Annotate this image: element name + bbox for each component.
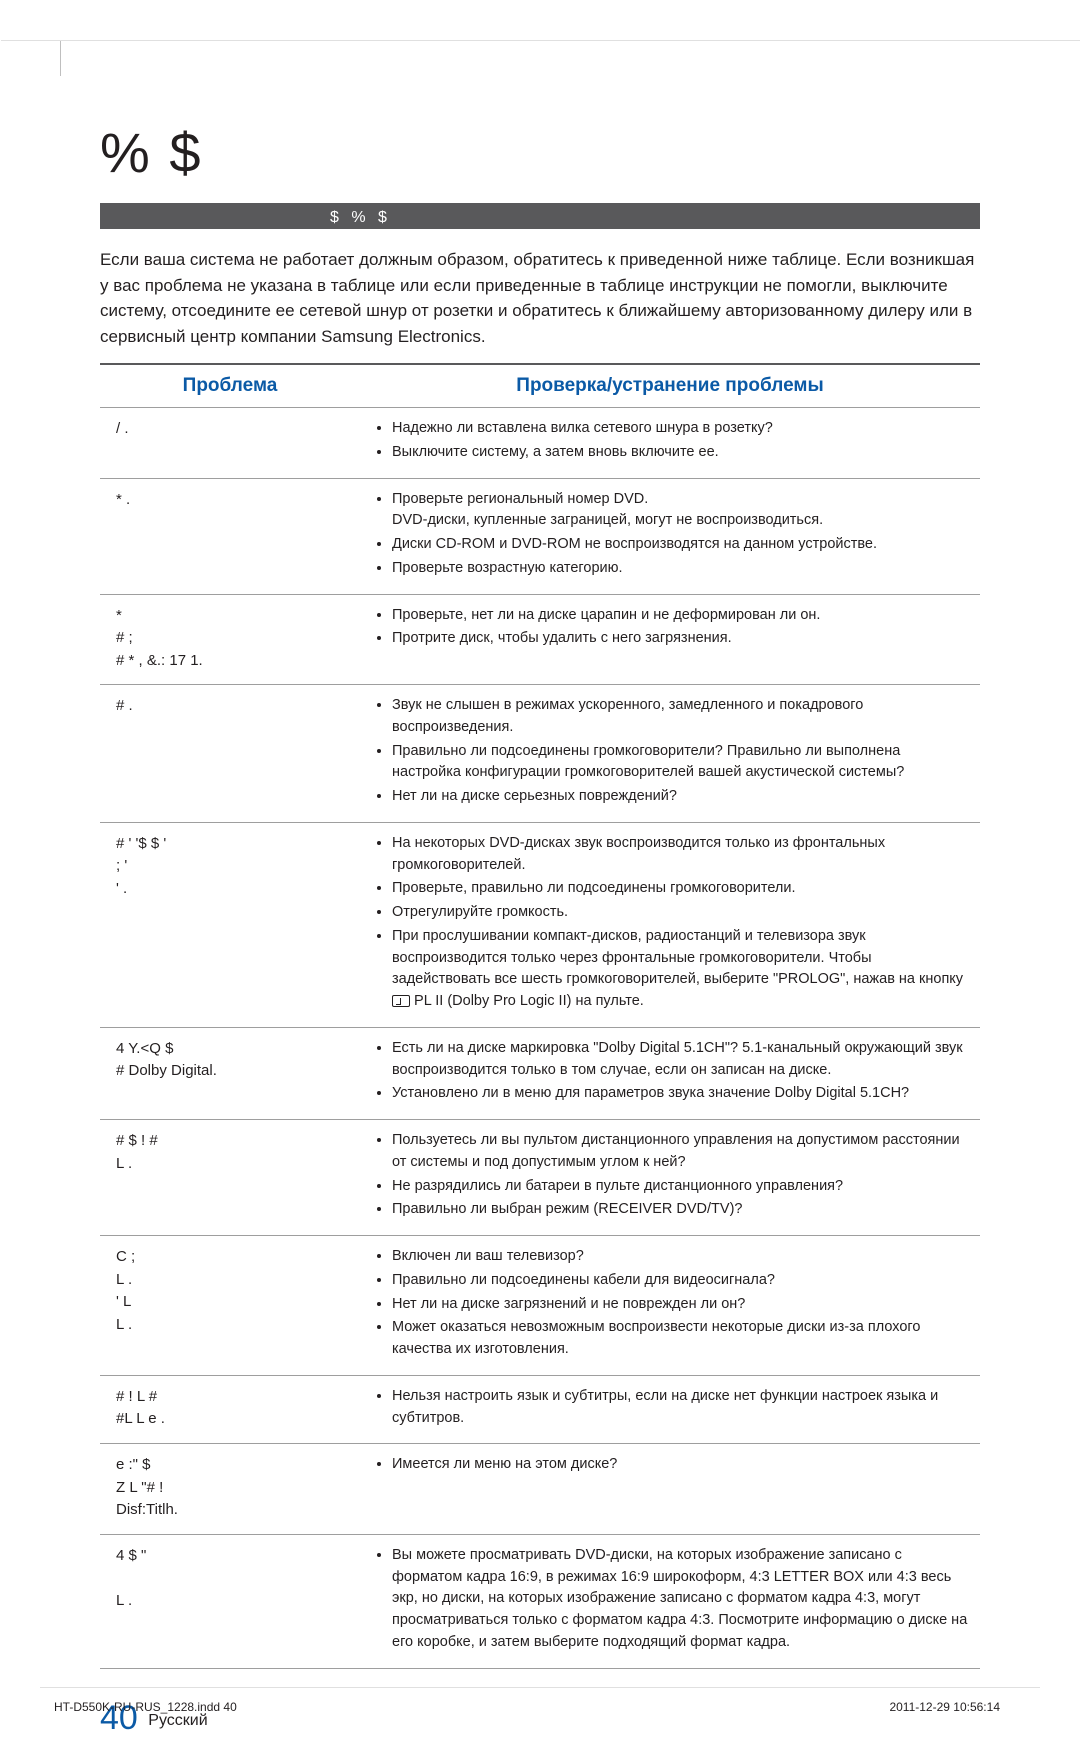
problem-cell: e :" $ Z L "# ! Disf:Titlh. bbox=[100, 1444, 360, 1535]
fix-list: Проверьте региональный номер DVD.DVD-дис… bbox=[376, 489, 968, 580]
problem-cell: # $ ! # L . bbox=[100, 1120, 360, 1236]
troubleshoot-table: Проблема Проверка/устранение проблемы / … bbox=[100, 363, 980, 1669]
fix-list: Проверьте, нет ли на диске царапин и не … bbox=[376, 605, 968, 651]
page-title: % $ bbox=[100, 120, 980, 185]
top-rule bbox=[60, 40, 1080, 76]
fix-cell: Вы можете просматривать DVD-диски, на ко… bbox=[360, 1534, 980, 1668]
fix-item: Вы можете просматривать DVD-диски, на ко… bbox=[392, 1545, 968, 1654]
fix-cell: Надежно ли вставлена вилка сетевого шнур… bbox=[360, 408, 980, 479]
footer-right: 2011-12-29 10:56:14 bbox=[889, 1700, 1000, 1714]
fix-item: При прослушивании компакт-дисков, радиос… bbox=[392, 926, 968, 1013]
fix-item: Пользуетесь ли вы пультом дистанционного… bbox=[392, 1130, 968, 1174]
problem-cell: # . bbox=[100, 685, 360, 823]
fix-item: Диски CD-ROM и DVD-ROM не воспроизводятс… bbox=[392, 534, 968, 556]
fix-item: Правильно ли выбран режим (RECEIVER DVD/… bbox=[392, 1199, 968, 1221]
problem-cell: 4 Y.<Q $ # Dolby Digital. bbox=[100, 1027, 360, 1119]
col-problem-header: Проблема bbox=[100, 364, 360, 408]
fix-item: Нет ли на диске загрязнений и не поврежд… bbox=[392, 1294, 968, 1316]
fix-item: Проверьте, нет ли на диске царапин и не … bbox=[392, 605, 968, 627]
problem-cell: C ; L . ' L L . bbox=[100, 1236, 360, 1376]
fix-item: Проверьте возрастную категорию. bbox=[392, 558, 968, 580]
fix-list: На некоторых DVD-дисках звук воспроизвод… bbox=[376, 833, 968, 1013]
page: % $ $ % $ Если ваша система не работает … bbox=[0, 0, 1080, 1758]
footer-rule bbox=[40, 1687, 1040, 1688]
problem-cell: 4 $ " L . bbox=[100, 1534, 360, 1668]
fix-cell: Звук не слышен в режимах ускоренного, за… bbox=[360, 685, 980, 823]
fix-item: Имеется ли меню на этом диске? bbox=[392, 1454, 968, 1476]
table-row: 4 $ " L . Вы можете просматривать DVD-дис… bbox=[100, 1534, 980, 1668]
fix-list: Есть ли на диске маркировка "Dolby Digit… bbox=[376, 1038, 968, 1105]
fix-cell: Проверьте региональный номер DVD.DVD-дис… bbox=[360, 478, 980, 594]
fix-list: Пользуетесь ли вы пультом дистанционного… bbox=[376, 1130, 968, 1221]
section-bar: $ % $ bbox=[100, 203, 980, 229]
fix-cell: Имеется ли меню на этом диске? bbox=[360, 1444, 980, 1535]
dolby-pl2-icon bbox=[392, 995, 410, 1007]
fix-cell: Включен ли ваш телевизор?Правильно ли по… bbox=[360, 1236, 980, 1376]
problem-cell: * # ; # * , &.: 17 1. bbox=[100, 594, 360, 685]
problem-cell: * . bbox=[100, 478, 360, 594]
content-area: % $ $ % $ Если ваша система не работает … bbox=[0, 76, 1080, 1738]
fix-list: Звук не слышен в режимах ускоренного, за… bbox=[376, 695, 968, 808]
fix-cell: Нельзя настроить язык и субтитры, если н… bbox=[360, 1375, 980, 1444]
table-row: * . Проверьте региональный номер DVD.DVD-… bbox=[100, 478, 980, 594]
fix-item: Правильно ли подсоединены громкоговорите… bbox=[392, 741, 968, 785]
fix-cell: На некоторых DVD-дисках звук воспроизвод… bbox=[360, 822, 980, 1027]
table-row: 4 Y.<Q $ # Dolby Digital. Есть ли на диск… bbox=[100, 1027, 980, 1119]
fix-item: Выключите систему, а затем вновь включит… bbox=[392, 442, 968, 464]
footer-left: HT-D550K-RU-RUS_1228.indd 40 bbox=[54, 1700, 237, 1714]
fix-item: На некоторых DVD-дисках звук воспроизвод… bbox=[392, 833, 968, 877]
fix-list: Надежно ли вставлена вилка сетевого шнур… bbox=[376, 418, 968, 464]
fix-item: Звук не слышен в режимах ускоренного, за… bbox=[392, 695, 968, 739]
fix-item: Проверьте региональный номер DVD.DVD-дис… bbox=[392, 489, 968, 533]
fix-item: Надежно ли вставлена вилка сетевого шнур… bbox=[392, 418, 968, 440]
fix-item: Нет ли на диске серьезных повреждений? bbox=[392, 786, 968, 808]
fix-list: Нельзя настроить язык и субтитры, если н… bbox=[376, 1386, 968, 1430]
fix-item: Может оказаться невозможным воспроизвест… bbox=[392, 1317, 968, 1361]
fix-item: Правильно ли подсоединены кабели для вид… bbox=[392, 1270, 968, 1292]
fix-cell: Пользуетесь ли вы пультом дистанционного… bbox=[360, 1120, 980, 1236]
fix-cell: Есть ли на диске маркировка "Dolby Digit… bbox=[360, 1027, 980, 1119]
fix-item: Отрегулируйте громкость. bbox=[392, 902, 968, 924]
table-row: C ; L . ' L L .Включен ли ваш телевизор?… bbox=[100, 1236, 980, 1376]
problem-cell: # ! L # #L L e . bbox=[100, 1375, 360, 1444]
fix-item: Есть ли на диске маркировка "Dolby Digit… bbox=[392, 1038, 968, 1082]
fix-item: Не разрядились ли батареи в пульте диста… bbox=[392, 1176, 968, 1198]
table-row: / . Надежно ли вставлена вилка сетевого ш… bbox=[100, 408, 980, 479]
intro-paragraph: Если ваша система не работает должным об… bbox=[100, 247, 980, 349]
fix-cell: Проверьте, нет ли на диске царапин и не … bbox=[360, 594, 980, 685]
fix-list: Вы можете просматривать DVD-диски, на ко… bbox=[376, 1545, 968, 1654]
problem-cell: # ' '$ $ ' ; ' ' . bbox=[100, 822, 360, 1027]
fix-list: Имеется ли меню на этом диске? bbox=[376, 1454, 968, 1476]
fix-item: Установлено ли в меню для параметров зву… bbox=[392, 1083, 968, 1105]
table-row: # . Звук не слышен в режимах ускоренного,… bbox=[100, 685, 980, 823]
fix-list: Включен ли ваш телевизор?Правильно ли по… bbox=[376, 1246, 968, 1361]
fix-item: Нельзя настроить язык и субтитры, если н… bbox=[392, 1386, 968, 1430]
col-fix-header: Проверка/устранение проблемы bbox=[360, 364, 980, 408]
fix-item: Протрите диск, чтобы удалить с него загр… bbox=[392, 628, 968, 650]
page-language: Русский bbox=[148, 1712, 207, 1729]
fix-item: Включен ли ваш телевизор? bbox=[392, 1246, 968, 1268]
problem-cell: / . bbox=[100, 408, 360, 479]
fix-item: Проверьте, правильно ли подсоединены гро… bbox=[392, 878, 968, 900]
table-row: * # ; # * , &.: 17 1. Проверьте, нет ли н… bbox=[100, 594, 980, 685]
table-row: e :" $ Z L "# ! Disf:Titlh. Имеется ли ме… bbox=[100, 1444, 980, 1535]
table-row: # ! L # #L L e . Нельзя настроить язык и … bbox=[100, 1375, 980, 1444]
table-row: # $ ! # L . Пользуетесь ли вы пультом дис… bbox=[100, 1120, 980, 1236]
table-row: # ' '$ $ ' ; ' ' . На некоторых DVD-диска… bbox=[100, 822, 980, 1027]
